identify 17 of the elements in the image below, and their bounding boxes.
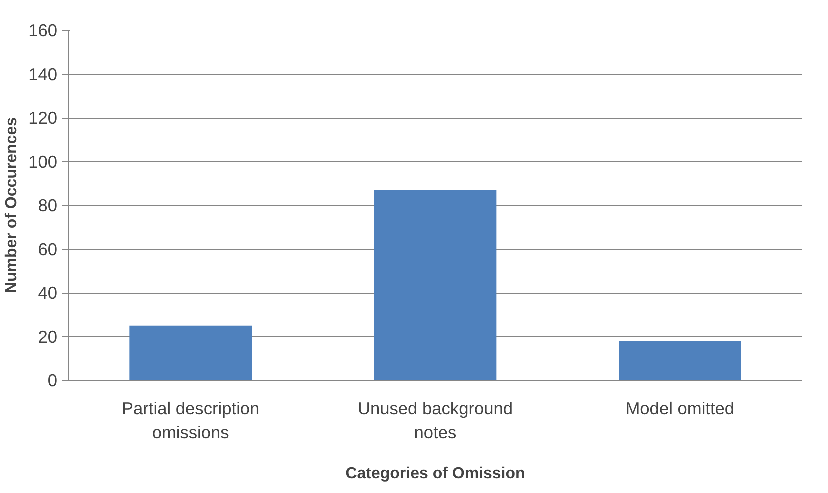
bar [374, 190, 497, 380]
y-tick-label: 140 [28, 64, 58, 84]
y-tick-label: 40 [38, 283, 58, 303]
y-axis-title: Number of Occurences [4, 117, 21, 294]
y-tick-label: 0 [48, 370, 58, 390]
y-tick-label: 100 [28, 152, 58, 172]
bar [619, 341, 742, 380]
x-tick-label: Partial description omissions [122, 398, 260, 442]
x-tick-label: Unused background notes [358, 398, 514, 442]
y-tick-label: 160 [28, 20, 58, 40]
y-tick-label: 80 [38, 196, 58, 216]
y-tick-label: 20 [38, 326, 58, 347]
bar [130, 326, 252, 380]
x-tick-label: Model omitted [626, 398, 735, 418]
x-axis-title: Categories of Omission [346, 466, 526, 482]
y-tick-label: 60 [38, 239, 58, 260]
y-tick-label: 120 [28, 108, 58, 128]
